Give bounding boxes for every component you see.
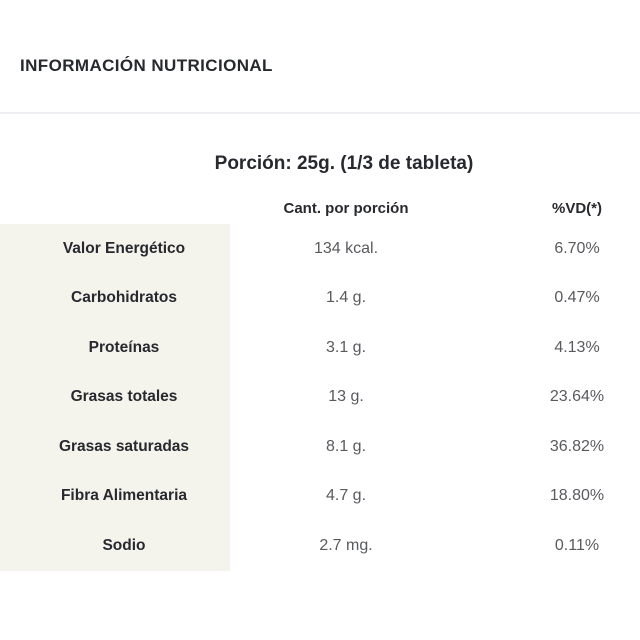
- nutrient-daily-value: 18.80%: [549, 487, 605, 505]
- table-row: Carbohidratos 1.4 g. 0.47%: [0, 273, 640, 323]
- nutrient-daily-value: 23.64%: [549, 388, 605, 406]
- nutrient-quantity: 2.7 mg.: [319, 536, 373, 554]
- table-row: Proteínas 3.1 g. 4.13%: [0, 323, 640, 373]
- nutrient-daily-value: 6.70%: [554, 239, 600, 257]
- portion-heading: Porción: 25g. (1/3 de tableta): [214, 153, 474, 174]
- nutrient-label: Grasas totales: [0, 372, 230, 422]
- table-row: Sodio 2.7 mg. 0.11%: [0, 521, 640, 571]
- nutrient-daily-value: 36.82%: [549, 437, 605, 455]
- nutrient-quantity: 13 g.: [328, 388, 364, 406]
- nutrient-daily-value: 4.13%: [554, 338, 600, 356]
- column-header-quantity: Cant. por porción: [283, 200, 409, 217]
- nutrient-label: Sodio: [0, 521, 230, 571]
- table-row: Valor Energético 134 kcal. 6.70%: [0, 224, 640, 274]
- table-row: Grasas totales 13 g. 23.64%: [0, 372, 640, 422]
- header-label-column-spacer: [0, 193, 230, 224]
- nutrition-table-body: Valor Energético 134 kcal. 6.70% Carbohi…: [0, 224, 640, 571]
- nutrition-table: Cant. por porción %VD(*) Valor Energétic…: [0, 193, 640, 571]
- nutrient-label: Carbohidratos: [0, 273, 230, 323]
- nutrient-quantity: 3.1 g.: [325, 338, 367, 356]
- table-header-row: Cant. por porción %VD(*): [0, 193, 640, 224]
- column-header-daily-value: %VD(*): [551, 200, 602, 217]
- table-row: Grasas saturadas 8.1 g. 36.82%: [0, 422, 640, 472]
- page-title: INFORMACIÓN NUTRICIONAL: [20, 56, 273, 75]
- section-divider: [0, 112, 640, 114]
- nutrient-quantity: 134 kcal.: [313, 239, 379, 257]
- nutrient-label: Valor Energético: [0, 224, 230, 274]
- nutrient-quantity: 4.7 g.: [325, 487, 367, 505]
- nutrient-label: Fibra Alimentaria: [0, 471, 230, 521]
- table-row: Fibra Alimentaria 4.7 g. 18.80%: [0, 471, 640, 521]
- nutrient-label: Grasas saturadas: [0, 422, 230, 472]
- nutrient-quantity: 8.1 g.: [325, 437, 367, 455]
- nutrient-label: Proteínas: [0, 323, 230, 373]
- nutrient-daily-value: 0.47%: [554, 289, 600, 307]
- nutrient-daily-value: 0.11%: [554, 536, 600, 554]
- nutrient-quantity: 1.4 g.: [325, 289, 367, 307]
